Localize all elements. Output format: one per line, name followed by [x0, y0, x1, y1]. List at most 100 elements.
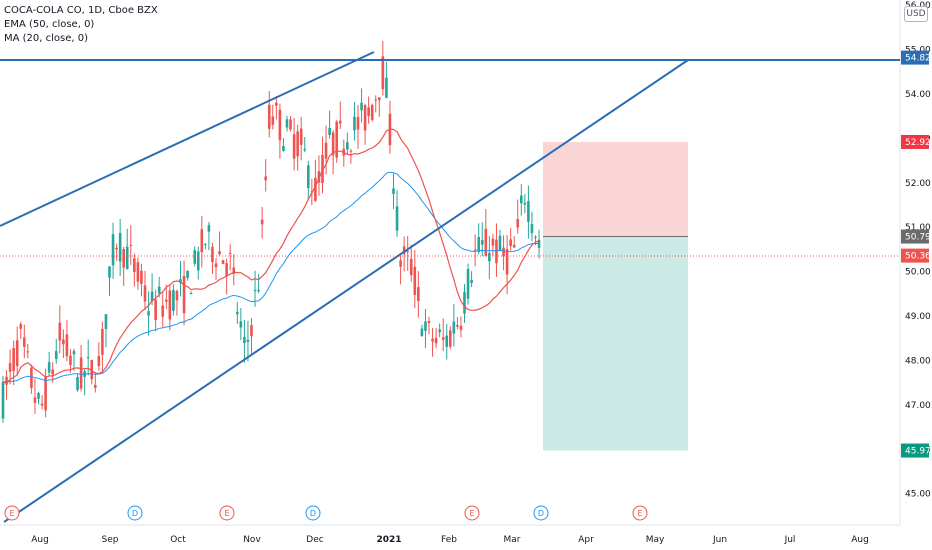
ema-50-line — [2, 171, 540, 383]
candle-body — [108, 266, 111, 278]
candle-body — [157, 286, 161, 294]
time-axis-label: Feb — [441, 535, 457, 545]
candle-body — [12, 348, 15, 372]
candle-body — [314, 177, 317, 201]
dividend-event-icon[interactable]: D — [305, 505, 321, 521]
candle-body — [136, 262, 140, 282]
ma-20-line — [2, 128, 540, 384]
candle-body — [285, 119, 289, 128]
price-tag — [901, 50, 929, 65]
candle-body — [165, 299, 168, 302]
candle-body — [218, 251, 221, 255]
candle-body — [129, 244, 133, 246]
candle-body — [395, 206, 399, 231]
earnings-event-icon[interactable]: E — [632, 505, 648, 521]
candle-body — [498, 235, 502, 251]
currency-button[interactable]: USD — [904, 6, 928, 22]
time-axis[interactable]: Aug Sep Oct Nov Dec 2021 Feb Mar Apr May Jun Jul Aug — [31, 535, 869, 545]
candle-body — [37, 392, 40, 399]
dividend-event-icon[interactable]: D — [127, 505, 143, 521]
candle-body — [200, 229, 204, 253]
candle-body — [346, 142, 349, 150]
price-tick-label: 51.00 — [905, 223, 931, 233]
earnings-event-icon[interactable]: E — [464, 505, 480, 521]
candle-body — [299, 128, 303, 145]
svg-text:D: D — [132, 509, 138, 518]
candle-body — [58, 322, 62, 341]
time-axis-label: Nov — [243, 535, 261, 545]
svg-text:D: D — [310, 509, 316, 518]
channel-upper-trendline[interactable] — [0, 51, 375, 227]
price-tag-label: 50.79 — [905, 233, 931, 243]
candle-body — [438, 329, 441, 333]
candle-body — [221, 260, 225, 265]
candle-body — [491, 238, 495, 246]
candle-body — [168, 290, 172, 320]
candle-body — [15, 340, 19, 366]
price-tick-label: 45.00 — [905, 490, 931, 500]
candle-body — [452, 321, 456, 334]
candle-body — [5, 376, 8, 385]
candle-body — [264, 176, 267, 181]
svg-text:D: D — [538, 509, 544, 518]
candle-body — [267, 104, 271, 129]
time-axis-label: Oct — [170, 535, 186, 545]
candle-body — [427, 320, 431, 324]
candle-body — [275, 102, 278, 106]
time-axis-label: Mar — [504, 535, 521, 545]
candle-body — [79, 357, 83, 389]
dividend-event-icon[interactable]: D — [533, 505, 549, 521]
price-axis-tags: 54.82 52.92 50.79 50.36 45.97 — [901, 50, 931, 458]
candle-body — [445, 335, 449, 347]
candle-body — [8, 363, 12, 372]
candle-body — [317, 171, 321, 183]
candle-body — [459, 325, 463, 330]
candle-body — [253, 289, 257, 292]
candlestick-series — [1, 40, 541, 423]
earnings-event-icon[interactable]: E — [219, 505, 235, 521]
price-tick-label: 54.00 — [905, 90, 931, 100]
candle-body — [23, 337, 26, 347]
candle-body — [140, 270, 143, 284]
candle-body — [385, 77, 388, 98]
candle-body — [381, 56, 385, 90]
price-tick-label: 48.00 — [905, 356, 931, 366]
candle-body — [434, 337, 438, 344]
candle-body — [324, 142, 328, 159]
candle-body — [154, 299, 157, 321]
ema-legend[interactable]: EMA (50, close, 0) — [4, 19, 95, 30]
candle-body — [214, 263, 218, 268]
ma-legend[interactable]: MA (20, close, 0) — [4, 33, 89, 44]
time-axis-label: Aug — [31, 535, 49, 545]
candle-body — [54, 351, 58, 360]
candle-body — [47, 362, 51, 373]
candle-body — [175, 290, 179, 301]
candle-body — [1, 381, 5, 419]
candle-body — [236, 311, 239, 315]
candle-body — [488, 253, 491, 262]
candle-body — [502, 247, 505, 257]
candle-body — [392, 188, 395, 194]
candle-body — [65, 334, 69, 357]
candle-body — [122, 249, 125, 268]
candle-body — [271, 116, 275, 125]
symbol-title[interactable]: COCA-COLA CO, 1D, Cboe BZX — [4, 5, 158, 16]
candle-body — [228, 252, 232, 254]
time-axis-label: Jun — [712, 535, 727, 545]
candle-body — [260, 219, 264, 225]
candle-body — [484, 228, 488, 256]
candle-body — [62, 339, 65, 345]
stop-loss-zone[interactable] — [543, 141, 688, 237]
candle-body — [356, 117, 360, 130]
channel-lower-trendline[interactable] — [3, 59, 689, 523]
candle-body — [40, 403, 44, 406]
candle-body — [243, 336, 246, 344]
candle-body — [250, 325, 253, 337]
take-profit-zone[interactable] — [543, 236, 688, 451]
price-tick-label: 52.00 — [905, 179, 931, 189]
time-axis-label: Sep — [102, 535, 119, 545]
time-axis-label: Dec — [306, 535, 323, 545]
candle-body — [104, 314, 108, 330]
earnings-event-icon[interactable]: E — [4, 505, 20, 521]
